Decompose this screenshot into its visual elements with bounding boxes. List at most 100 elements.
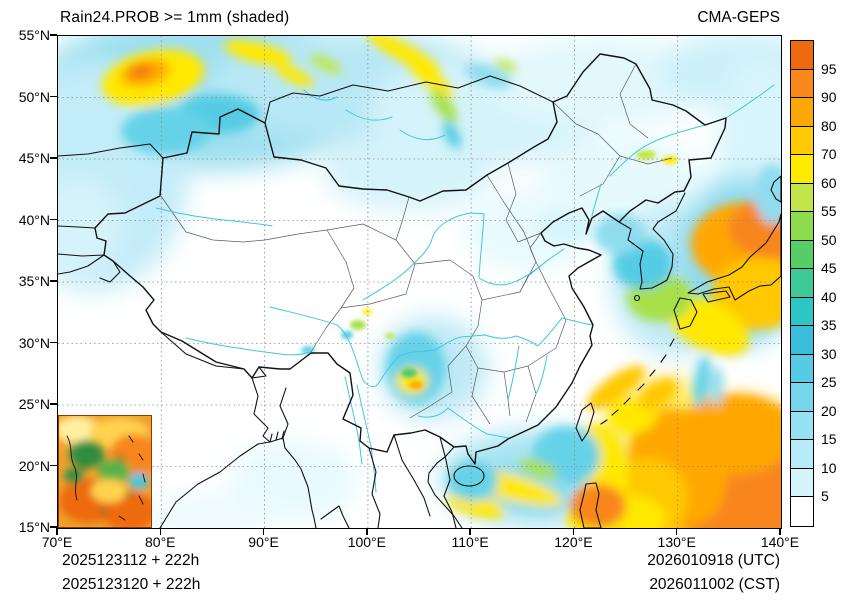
colorbar-tick-label: 5 [821,488,829,504]
honshu-coast [687,213,781,301]
lat-tick-label: 25°N [18,396,50,412]
lon-tick-mark [159,528,162,535]
lon-tick-mark [779,528,781,535]
province-borders [160,63,673,425]
colorbar-cell [791,69,813,98]
colorbar-cell [791,212,813,241]
map-frame [57,35,782,529]
lat-tick-label: 55°N [18,27,50,43]
korea-coast [618,192,686,290]
colorbar-cell [791,240,813,269]
lat-tick-mark [50,34,57,36]
colorbar-cell [791,354,813,383]
taiwan-coast [575,402,595,442]
india-east-coast [159,443,259,528]
map-svg [58,36,781,528]
lat-tick-label: 30°N [18,334,50,351]
lat-tick-label: 20°N [18,457,50,474]
lat-tick-label: 35°N [18,273,50,289]
coastlines-and-borders [58,53,781,528]
martaban-coast [320,505,350,528]
lon-tick-mark [469,528,471,535]
lat-tick-mark [50,464,57,467]
colorbar-tick-label: 55 [821,203,837,219]
lon-tick-mark [572,528,575,535]
luzon-coast [579,482,602,528]
inset-coastlines [66,435,146,521]
lat-tick-label: 40°N [18,211,50,228]
inset-svg [59,416,151,527]
kyushu-coast [673,297,698,330]
colorbar-cell [791,126,813,155]
colorbar-cell [791,383,813,412]
shikoku-coast [702,290,731,303]
colorbar-cell [791,41,813,70]
lat-tick-mark [50,280,57,282]
colorbar-cell [791,183,813,212]
hokkaido-coast [770,175,781,203]
vietnam-coast [427,446,463,528]
init-time-cst: 2025123120 + 222h [62,576,201,593]
lon-tick-label: 90°E [248,534,279,550]
china-border [94,53,727,465]
lon-tick-label: 120°E [554,534,593,550]
hainan-coast [453,465,485,487]
lat-tick-mark [50,526,57,528]
south-china-sea-inset [58,415,152,528]
probability-shading-cores [101,36,781,528]
lon-tick-label: 130°E [657,534,696,550]
central-asia-border-2 [58,225,96,229]
lon-tick-mark [262,528,265,535]
lat-tick-mark [50,218,57,221]
ryukyu-islands [600,338,675,425]
lat-tick-mark [50,157,57,159]
lon-tick-mark [366,528,368,535]
colorbar-cell [791,411,813,440]
colorbar-cell [791,98,813,127]
valid-time-utc: 2026010918 (UTC) [647,552,780,569]
colorbar-cell [791,497,813,526]
lon-tick-label: 100°E [347,534,386,550]
rivers [155,84,775,493]
mongolia-russia-border [264,75,554,124]
lat-tick-mark [50,403,57,405]
init-time-utc: 2025123112 + 222h [62,552,200,569]
indochina-border-1 [439,436,457,528]
colorbar [790,40,814,527]
colorbar-cell [791,440,813,469]
inset-shading [59,416,151,527]
jeju-island [633,294,641,302]
colorbar-tick-label: 70 [821,146,837,162]
colorbar-tick-label: 25 [821,374,837,390]
nepal-border [160,331,245,370]
central-asia-border-1 [58,143,164,159]
kashmir-line [99,260,121,283]
colorbar-tick-label: 90 [821,89,837,105]
lon-tick-mark [675,528,678,535]
colorbar-tick-label: 80 [821,117,837,134]
colorbar-tick-label: 40 [821,288,837,305]
colorbar-cell [791,297,813,326]
ganges-delta [269,430,285,443]
bangladesh-border [251,377,289,443]
grid-lines [58,36,781,528]
colorbar-tick-label: 35 [821,317,837,333]
colorbar-cell [791,155,813,184]
lon-tick-mark [56,528,58,535]
colorbar-tick-label: 45 [821,260,837,276]
indochina-border-2 [393,434,431,517]
lat-tick-label: 45°N [18,150,50,166]
lon-tick-label: 110°E [451,534,489,550]
model-label: CMA-GEPS [697,9,780,26]
valid-time-cst: 2026011002 (CST) [649,576,780,593]
colorbar-cell [791,269,813,298]
lon-tick-label: 80°E [145,534,176,550]
bhutan-border [251,366,267,379]
central-asia-border-3 [58,253,105,257]
afghan-pak-border [58,254,105,275]
lat-tick-label: 50°N [18,88,50,105]
plot-title: Rain24.PROB >= 1mm (shaded) [60,9,290,26]
colorbar-tick-label: 15 [821,431,837,447]
colorbar-tick-label: 50 [821,231,837,248]
